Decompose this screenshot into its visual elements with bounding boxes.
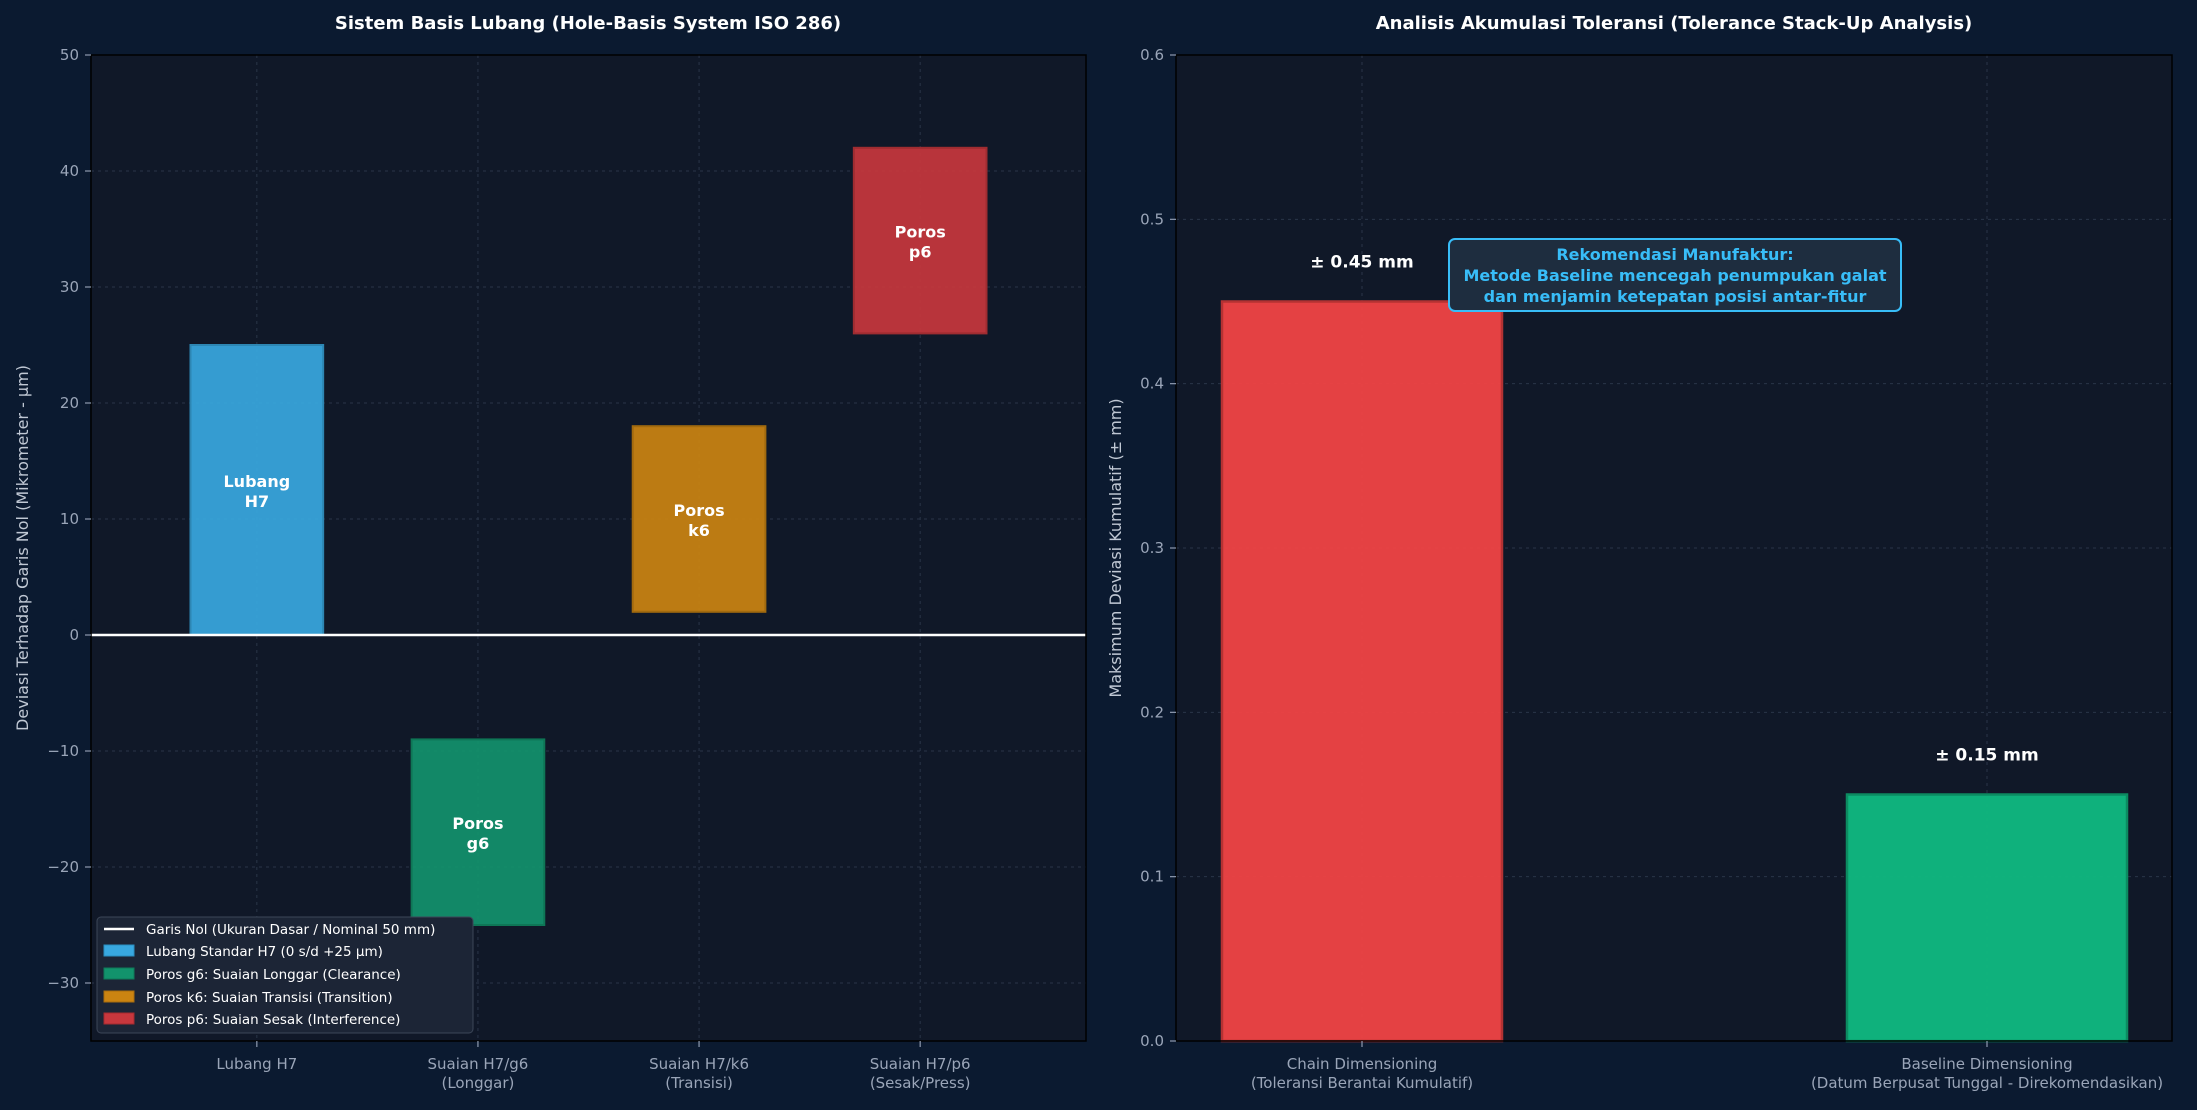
left-bars [189,146,988,927]
left-x-tick-label: Suaian H7/g6 [428,1055,529,1073]
left-y-tick-label: −10 [47,742,79,760]
right-y-axis-label: Maksimum Deviasi Kumulatif (± mm) [1106,398,1125,697]
right-y-tick-label: 0.0 [1140,1032,1164,1050]
legend-box [96,916,474,1034]
stackup-bar [1845,793,2129,1043]
bar-label-line2: p6 [909,243,932,262]
tolerance-zone-bar [852,146,988,335]
right-y-tick-label: 0.5 [1140,210,1164,228]
left-x-tick-label: Suaian H7/p6 [870,1055,971,1073]
left-x-tick-label-line2: (Transisi) [665,1074,733,1092]
bar-label-line1: Poros [452,814,503,833]
right-chart-title: Analisis Akumulasi Toleransi (Tolerance … [1376,13,1973,34]
left-y-tick-label: 20 [60,394,79,412]
legend-g6-swatch [103,967,135,980]
right-y-ticks: 0.0 0.1 0.2 0.3 0.4 0.5 0.6 [1140,46,1176,1050]
left-y-tick-label: 10 [60,510,79,528]
bar-label-line2: k6 [688,521,710,540]
left-legend: Garis Nol (Ukuran Dasar / Nominal 50 mm)… [96,916,474,1034]
right-x-tick-label-line2: (Datum Berpusat Tunggal - Direkomendasik… [1811,1074,2163,1092]
stackup-bar [1220,300,1504,1043]
tolerance-zone-bar [631,425,767,613]
right-y-tick-label: 0.4 [1140,375,1164,393]
left-y-axis-label: Deviasi Terhadap Garis Nol (Mikrometer -… [13,365,32,731]
right-y-tick-label: 0.3 [1140,539,1164,557]
bar-label-line1: Lubang [223,472,290,491]
left-y-tick-label: −30 [47,974,79,992]
right-value-labels: ± 0.45 mm ± 0.15 mm [1310,253,2038,766]
right-x-tick-label: Chain Dimensioning [1287,1055,1438,1073]
tolerance-zone-bar [410,738,546,927]
annotation-box [1448,238,1902,312]
left-y-tick-label: 40 [60,162,79,180]
legend-entry-h7: Lubang Standar H7 (0 s/d +25 µm) [146,944,383,960]
left-y-tick-label: 0 [69,626,79,644]
left-x-tick-label-line2: (Longgar) [441,1074,514,1092]
legend-entry-g6: Poros g6: Suaian Longgar (Clearance) [146,967,401,983]
legend-p6-swatch [103,1012,135,1025]
right-x-ticks: Chain Dimensioning(Toleransi Berantai Ku… [1251,1041,2163,1092]
right-x-tick-label: Baseline Dimensioning [1901,1055,2072,1073]
legend-entry-zero-line: Garis Nol (Ukuran Dasar / Nominal 50 mm) [146,922,435,938]
bar-label-line2: H7 [245,492,270,511]
left-x-ticks: Lubang H7 Suaian H7/g6(Longgar) Suaian H7/… [216,1041,971,1092]
legend-entry-p6: Poros p6: Suaian Sesak (Interference) [146,1012,400,1028]
right-y-tick-label: 0.1 [1140,868,1164,886]
manufacturing-recommendation-annotation: Rekomendasi Manufaktur: Metode Baseline … [1448,238,1902,312]
left-y-ticks: 50 40 30 20 10 0 −10 −20 −30 [47,46,91,992]
stackup-value-label: ± 0.15 mm [1935,746,2038,766]
tolerance-stackup-chart: ± 0.45 mm ± 0.15 mm 0.0 0.1 0.2 0.3 0.4 0.5 0.6… [1106,13,2173,1092]
legend-h7-swatch [103,944,135,957]
right-x-tick-label-line2: (Toleransi Berantai Kumulatif) [1251,1074,1473,1092]
right-y-tick-label: 0.6 [1140,46,1164,64]
tolerance-zone-bar [189,344,325,636]
left-chart-title: Sistem Basis Lubang (Hole-Basis System I… [335,13,841,34]
left-y-tick-label: 50 [60,46,79,64]
right-bars [1220,300,2129,1043]
annotation-line-2: Metode Baseline mencegah penumpukan gala… [1463,266,1886,285]
left-x-tick-label: Suaian H7/k6 [649,1055,749,1073]
left-x-tick-label: Lubang H7 [216,1055,297,1073]
bar-label-line2: g6 [467,834,490,853]
annotation-line-1: Rekomendasi Manufaktur: [1556,245,1793,264]
left-x-tick-label-line2: (Sesak/Press) [870,1074,971,1092]
left-y-tick-label: −20 [47,858,79,876]
left-plot-frame [90,54,1087,1042]
legend-entry-k6: Poros k6: Suaian Transisi (Transition) [146,990,393,1006]
stackup-value-label: ± 0.45 mm [1310,253,1413,273]
left-y-tick-label: 30 [60,278,79,296]
right-y-tick-label: 0.2 [1140,703,1164,721]
legend-k6-swatch [103,990,135,1003]
bar-label-line1: Poros [673,501,724,520]
annotation-line-3: dan menjamin ketepatan posisi antar-fitu… [1484,287,1867,306]
bar-label-line1: Poros [895,223,946,242]
